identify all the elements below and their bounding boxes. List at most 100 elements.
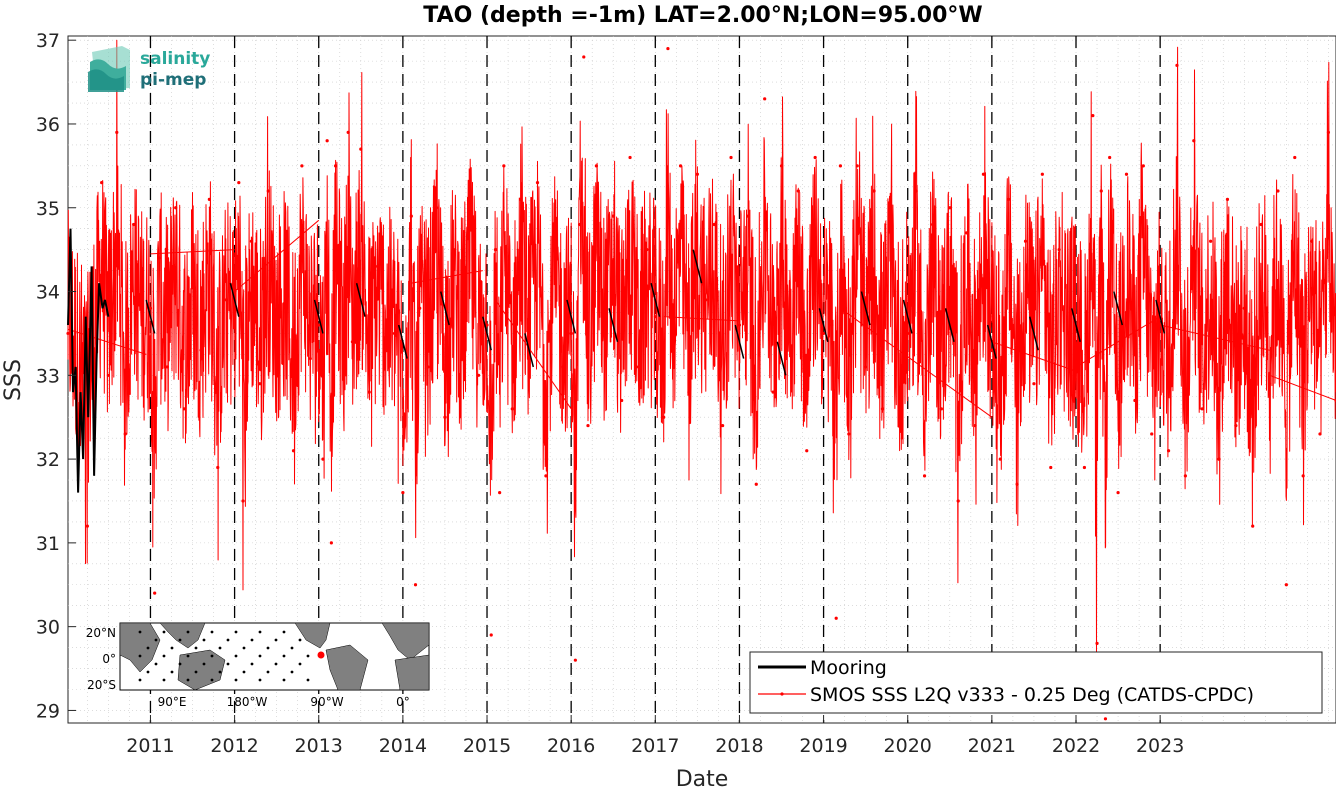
logo-line2: pi-mep (140, 70, 206, 90)
smos-point (834, 616, 838, 620)
map-buoy-dot (298, 662, 302, 666)
smos-point (157, 256, 161, 260)
smos-point (1158, 323, 1162, 327)
y-axis-ticks: 29 30 31 32 33 34 35 36 37 (36, 30, 76, 722)
map-buoy-dot (226, 662, 230, 666)
smos-gap-segment (234, 219, 320, 292)
smos-point (232, 306, 237, 310)
smos-point (1108, 155, 1112, 160)
smos-point (577, 222, 582, 227)
smos-point (636, 365, 641, 369)
smos-point (216, 465, 220, 470)
map-buoy-dot (258, 654, 262, 658)
map-buoy-dot (234, 678, 238, 682)
map-buoy-dot (194, 670, 198, 674)
map-buoy-dot (258, 678, 262, 682)
smos-point (224, 298, 228, 302)
chart-title: TAO (depth =-1m) LAT=2.00°N;LON=95.00°W (423, 3, 982, 28)
smos-point (123, 432, 127, 436)
mooring-segment (692, 249, 703, 284)
map-buoy-dot (178, 638, 182, 642)
smos-point (847, 432, 851, 436)
smos-point (678, 164, 683, 168)
smos-point (1091, 113, 1095, 118)
legend-box (749, 651, 1323, 714)
smos-point (872, 189, 876, 193)
map-buoy-dot (242, 670, 246, 674)
map-station-marker (317, 651, 325, 659)
smos-point (1015, 482, 1019, 486)
smos-point (140, 323, 144, 327)
smos-point (519, 197, 523, 201)
smos-point (582, 55, 586, 59)
x-tick-label: 2020 (884, 735, 932, 757)
smos-point (66, 331, 70, 336)
map-buoy-dot (218, 646, 222, 650)
smos-point (897, 423, 901, 428)
smos-gap-segment (1160, 324, 1270, 351)
smos-point (384, 323, 388, 327)
mooring-segment (734, 324, 745, 359)
smos-point (704, 298, 708, 302)
smos-point (1095, 641, 1099, 646)
smos-point (830, 323, 834, 327)
smos-gap-segment (663, 316, 740, 322)
smos-point (737, 323, 742, 327)
smos-point (460, 356, 464, 361)
smos-point (1318, 432, 1322, 436)
smos-point (325, 139, 329, 143)
mooring-segment (776, 341, 787, 376)
smos-gap-segment (150, 249, 235, 255)
map-buoy-dot (162, 654, 166, 658)
map-buoy-dot (170, 670, 174, 674)
smos-point (1175, 63, 1179, 67)
smos-point (838, 164, 843, 168)
smos-point (1225, 197, 1230, 201)
smos-point (889, 214, 893, 218)
smos-point (552, 231, 556, 235)
smos-point (594, 164, 599, 168)
map-buoy-dot (154, 638, 158, 642)
smos-point (729, 155, 733, 160)
smos-point (153, 591, 157, 595)
smos-gap-segment (495, 299, 572, 410)
x-tick-label: 2017 (631, 735, 679, 757)
mooring-line-2010 (67, 228, 110, 493)
map-buoy-dot (162, 678, 166, 682)
smos-point (1326, 130, 1331, 134)
smos-point (1007, 197, 1011, 201)
smos-point (914, 189, 918, 193)
smos-point (443, 415, 447, 419)
smos-point (477, 373, 481, 377)
mooring-segment (229, 282, 240, 317)
map-buoy-dot (138, 630, 142, 634)
smos-point (771, 390, 775, 394)
smos-point (317, 323, 321, 327)
smos-point (182, 407, 186, 411)
smos-point (670, 331, 674, 336)
smos-point (535, 181, 540, 185)
mooring-segment (145, 299, 156, 334)
map-buoy-dot (298, 638, 302, 642)
smos-point (291, 449, 296, 453)
plot-area: 2011 2012 2013 2014 2015 2016 2017 2018 2019 2020… (36, 30, 1336, 757)
smos-point (779, 164, 784, 168)
smos-point (687, 390, 691, 394)
map-buoy-dot (146, 670, 150, 674)
smos-point (266, 189, 270, 193)
map-buoy-dot (266, 670, 270, 674)
map-lat-label-20n: 20°N (86, 626, 116, 640)
smos-sss-series (66, 39, 1336, 721)
map-buoy-dot (138, 678, 142, 682)
mooring-segment (986, 324, 997, 359)
smos-point (1309, 239, 1314, 243)
smos-point (359, 147, 363, 151)
map-buoy-dot (210, 630, 214, 634)
mooring-series (67, 228, 1166, 493)
smos-gap-segment (840, 307, 993, 418)
smos-point (241, 499, 245, 503)
smos-point (821, 331, 826, 336)
map-buoy-dot (202, 638, 206, 642)
smos-point (796, 189, 800, 193)
